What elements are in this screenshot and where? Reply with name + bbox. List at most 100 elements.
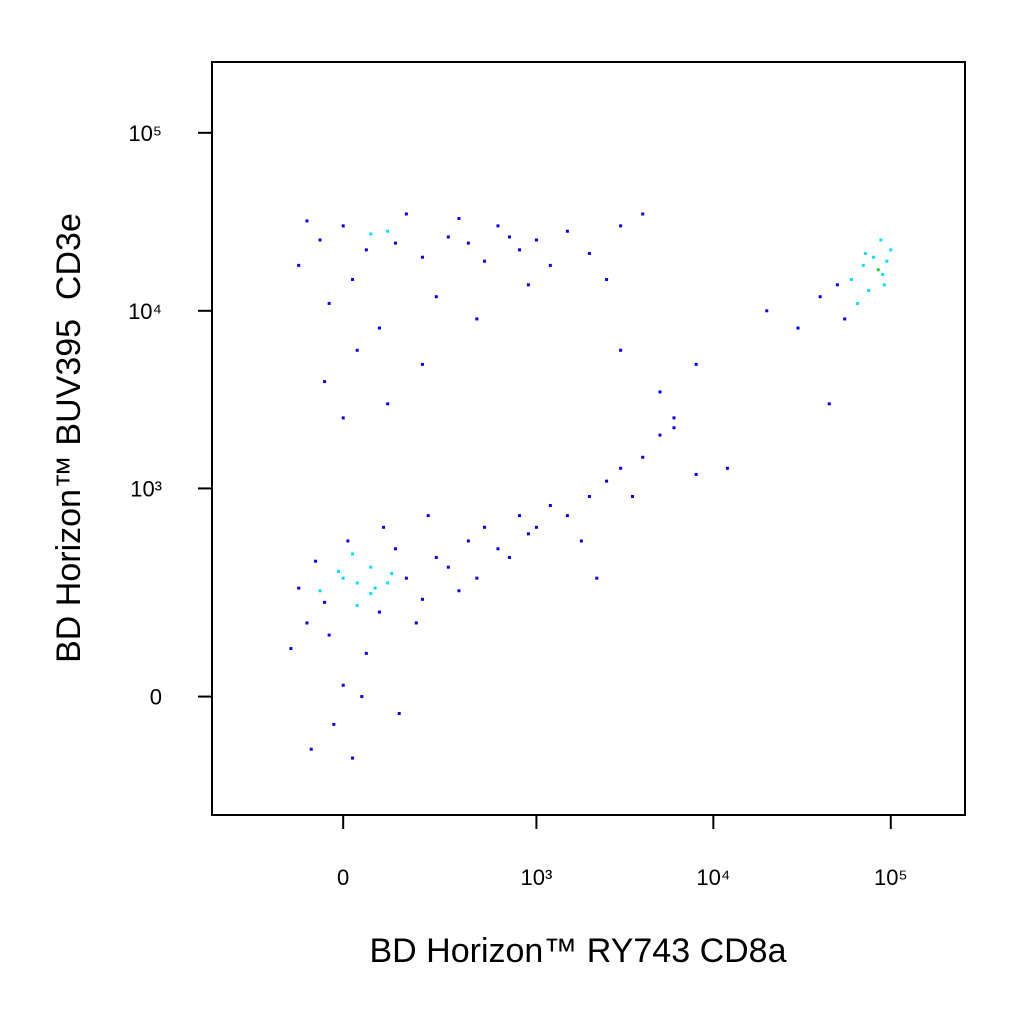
event-dot — [526, 283, 530, 287]
event-dot — [672, 426, 676, 430]
event-dot — [694, 362, 698, 366]
event-dot — [355, 581, 359, 585]
event-dot — [482, 525, 486, 529]
event-dot — [360, 695, 364, 699]
x-tick-label: 10⁴ — [696, 865, 730, 890]
event-dot — [496, 547, 500, 551]
event-dot — [534, 238, 538, 242]
event-dot — [879, 238, 883, 242]
event-dot — [297, 586, 301, 590]
x-tick-label: 0 — [337, 865, 349, 890]
event-dot — [420, 597, 424, 601]
event-dot — [351, 756, 355, 760]
event-dot — [393, 547, 397, 551]
event-dot — [341, 416, 345, 420]
event-dot — [351, 552, 355, 556]
event-dot — [496, 224, 500, 228]
event-dot — [765, 309, 769, 313]
event-dot — [377, 610, 381, 614]
event-dot — [355, 603, 359, 607]
event-dot — [885, 259, 889, 263]
x-tick-label: 10³ — [521, 865, 553, 890]
event-dot — [658, 390, 662, 394]
event-dot — [641, 455, 645, 459]
event-dot — [390, 572, 394, 576]
event-dot — [355, 348, 359, 352]
event-dot — [475, 576, 479, 580]
event-dot — [364, 651, 368, 655]
event-dot — [386, 581, 390, 585]
event-dot — [843, 317, 847, 321]
event-dot — [619, 348, 623, 352]
event-dot — [725, 466, 729, 470]
event-dot — [434, 295, 438, 299]
event-dot — [426, 514, 430, 518]
event-dot — [305, 621, 309, 625]
event-dot — [587, 251, 591, 255]
event-dot — [297, 263, 301, 267]
event-dot — [475, 317, 479, 321]
event-dot — [364, 248, 368, 252]
event-dot — [863, 251, 867, 255]
event-dot — [534, 525, 538, 529]
event-dot — [318, 589, 322, 593]
event-dot — [369, 565, 373, 569]
y-tick-label: 10⁵ — [128, 121, 162, 146]
event-dot — [876, 268, 880, 272]
event-dot — [630, 494, 634, 498]
event-dot — [672, 416, 676, 420]
event-dot — [336, 569, 340, 573]
event-dot — [377, 326, 381, 330]
event-dot — [518, 248, 522, 252]
event-dot — [351, 277, 355, 281]
event-dot — [404, 576, 408, 580]
event-dot — [420, 362, 424, 366]
event-dot — [605, 277, 609, 281]
event-dot — [373, 586, 377, 590]
event-dot — [641, 212, 645, 216]
event-dot — [565, 514, 569, 518]
event-dot — [318, 238, 322, 242]
event-dot — [386, 229, 390, 233]
event-dot — [404, 212, 408, 216]
event-dot — [323, 380, 327, 384]
event-dot — [332, 722, 336, 726]
event-dot — [382, 525, 386, 529]
event-dot — [420, 255, 424, 259]
event-dot — [457, 217, 461, 221]
event-dot — [341, 576, 345, 580]
event-dot — [619, 224, 623, 228]
event-dot — [881, 272, 885, 276]
event-dot — [518, 514, 522, 518]
event-dot — [605, 479, 609, 483]
event-dot — [327, 633, 331, 637]
event-dot — [548, 503, 552, 507]
event-dot — [579, 539, 583, 543]
y-tick-label: 10³ — [130, 476, 162, 501]
event-dot — [393, 241, 397, 245]
event-dot — [289, 647, 293, 651]
event-dot — [314, 559, 318, 563]
event-dot — [872, 255, 876, 259]
event-dot — [849, 277, 853, 281]
event-dot — [882, 283, 886, 287]
plot-frame — [211, 61, 966, 816]
event-dot — [565, 229, 569, 233]
event-dot — [861, 263, 865, 267]
event-dot — [796, 326, 800, 330]
event-dot — [414, 621, 418, 625]
event-dot — [694, 472, 698, 476]
y-tick-label: 0 — [150, 685, 162, 710]
event-dot — [856, 301, 860, 305]
event-dot — [507, 235, 511, 239]
event-dot — [346, 539, 350, 543]
x-axis-label: BD Horizon™ RY743 CD8a — [370, 932, 787, 970]
event-dot — [818, 295, 822, 299]
event-dot — [386, 402, 390, 406]
event-dot — [323, 600, 327, 604]
y-axis-label: BD Horizon™ BUV395 CD3e — [50, 213, 88, 663]
event-dot — [369, 592, 373, 596]
event-dot — [309, 747, 313, 751]
event-dot — [619, 466, 623, 470]
